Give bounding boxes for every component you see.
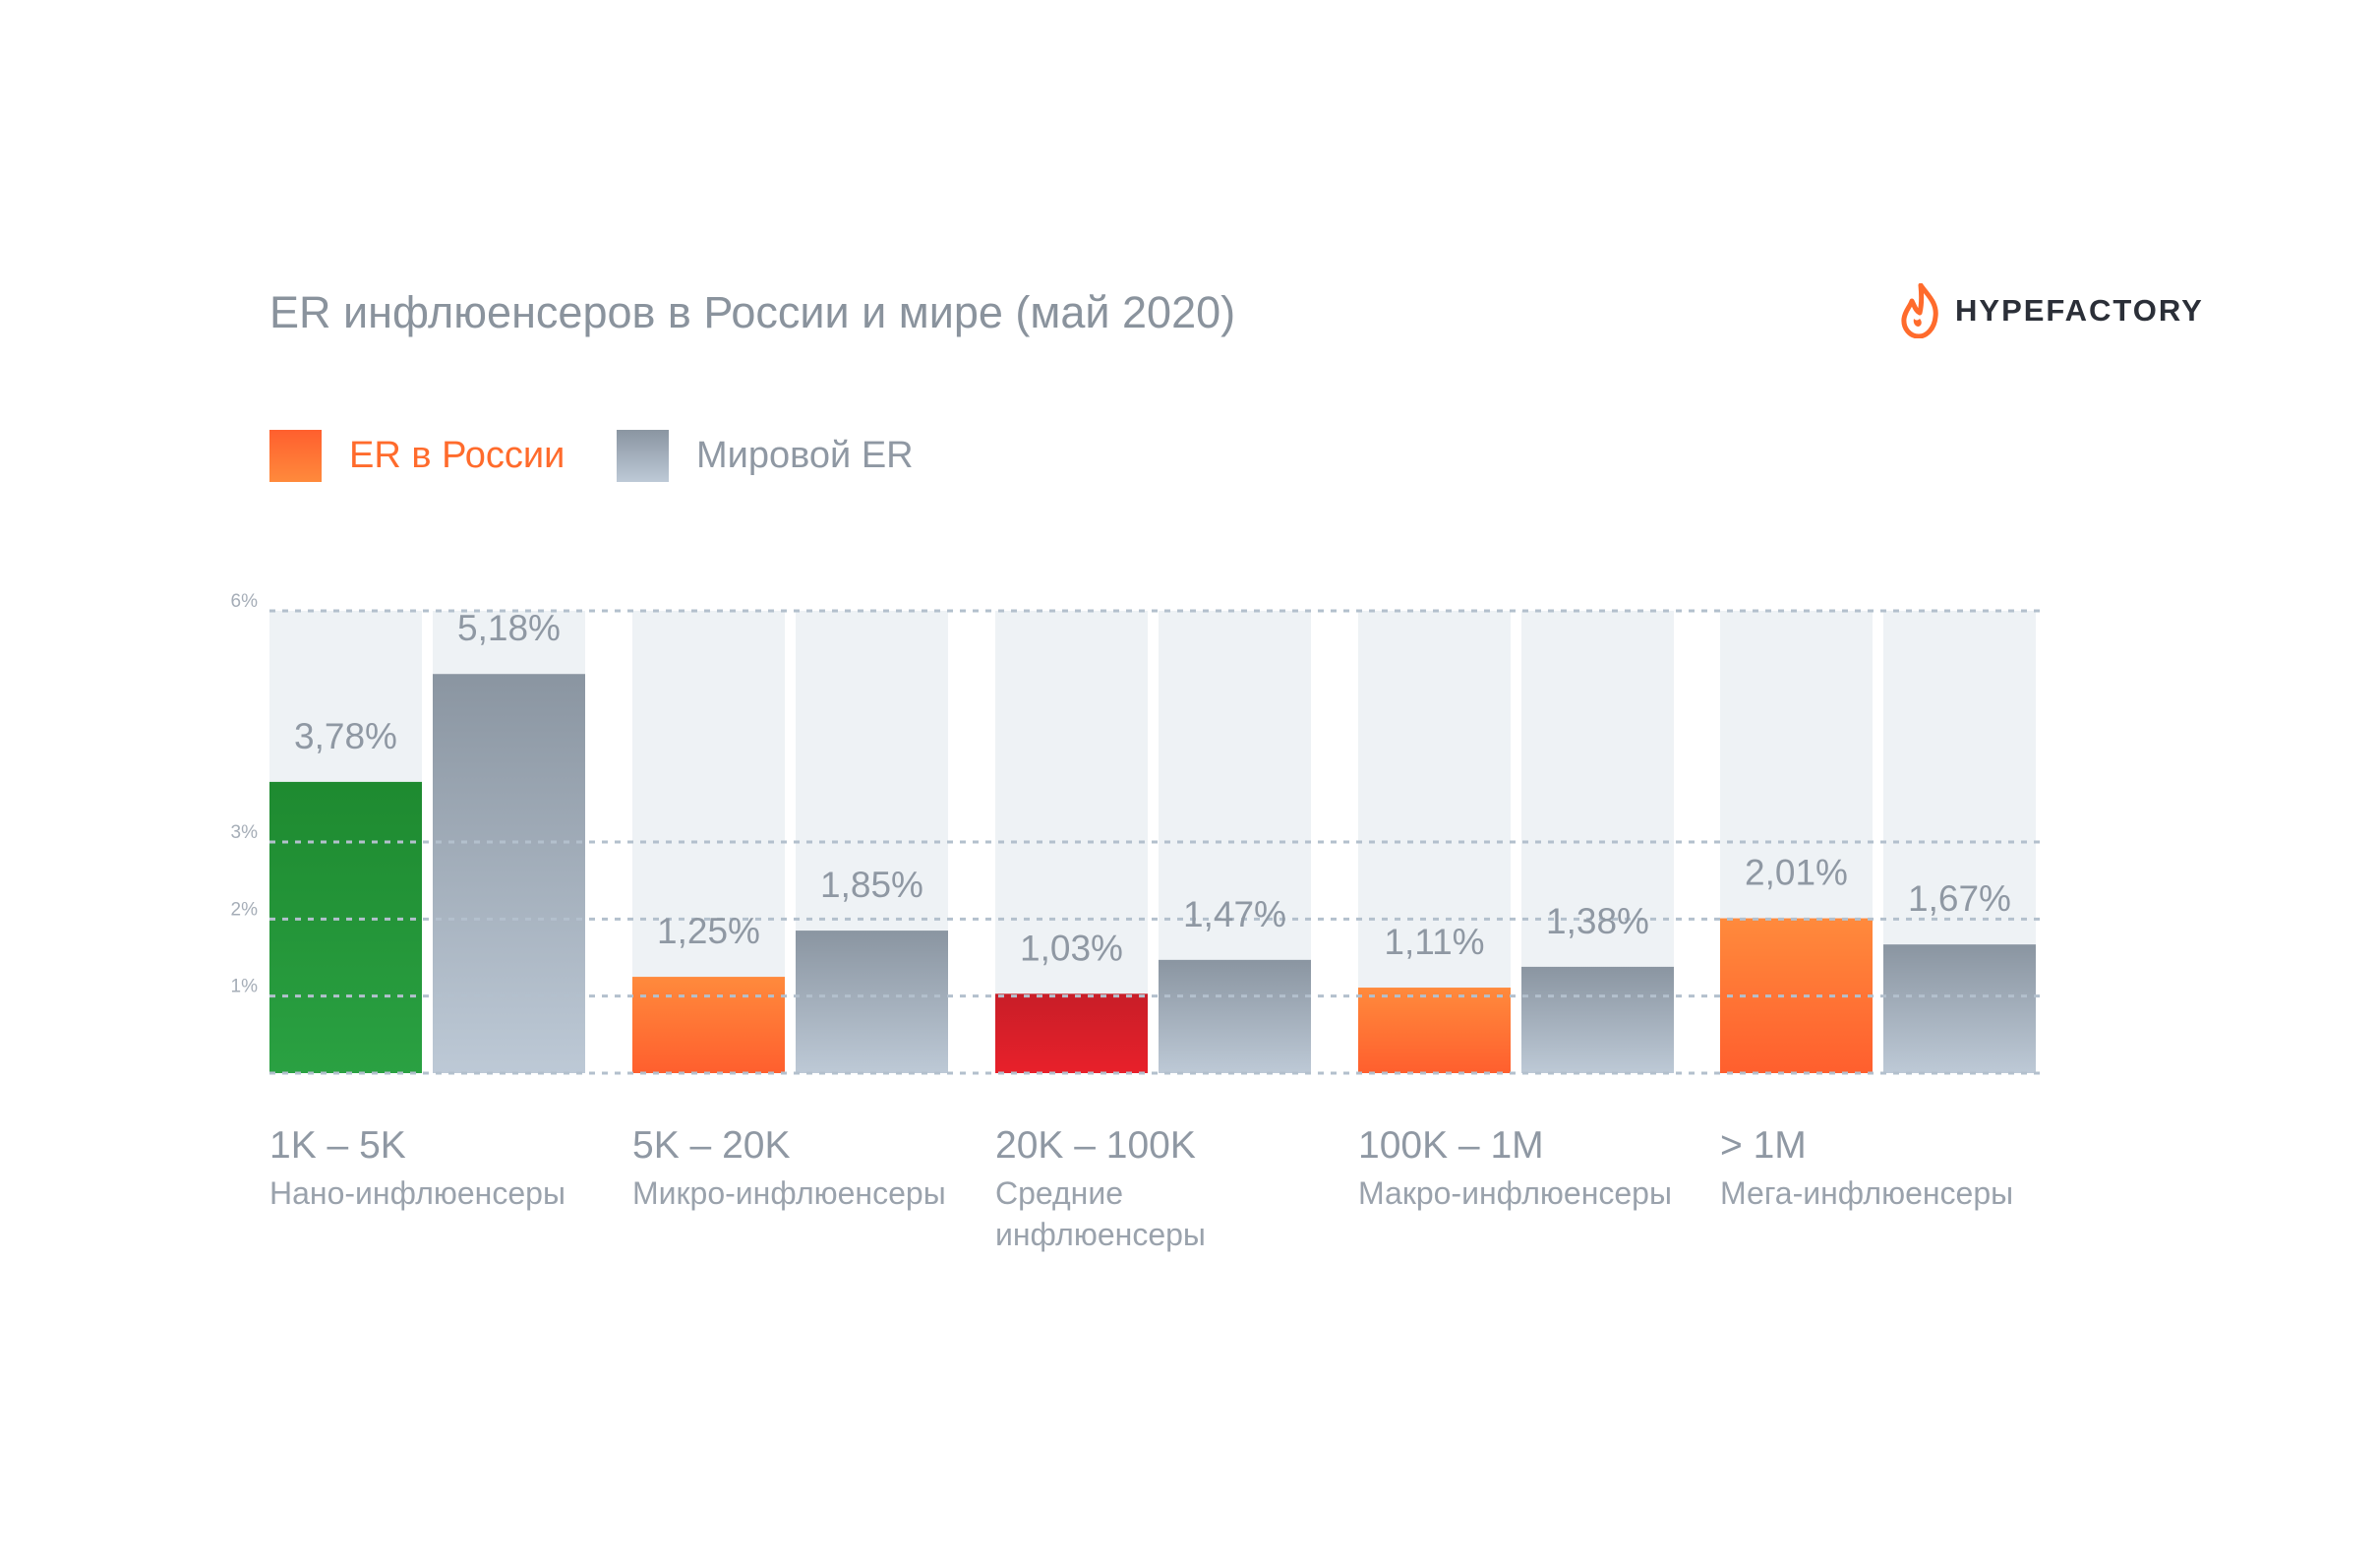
value-label: 1,11% [1384,922,1484,962]
value-label: 1,47% [1183,894,1286,934]
category-name-label: Мега-инфлюенсеры [1720,1175,2013,1211]
bar-russia [269,781,422,1073]
bar-world [1883,944,2036,1073]
flame-logo-icon [1901,283,1938,338]
value-label: 1,67% [1908,878,2011,919]
value-label: 5,18% [457,608,561,648]
legend-label-world: Мировой ER [696,435,914,476]
legend-swatch-russia [269,430,322,482]
category-range-label: > 1M [1720,1124,1807,1167]
value-label: 3,78% [294,716,397,756]
brand-logo: HYPEFACTORY [1900,283,2204,338]
value-label: 2,01% [1745,853,1848,893]
category-range-label: 100K – 1M [1358,1124,1544,1167]
legend-label-russia: ER в России [349,435,565,476]
category-name-label: инфлюенсеры [995,1217,1206,1252]
category-name-label: Макро-инфлюенсеры [1358,1175,1672,1211]
y-tick-label: 3% [231,822,259,843]
category-name-label: Нано-инфлюенсеры [269,1175,565,1211]
bar-world [433,674,585,1073]
legend-swatch-world [617,430,669,482]
bar-russia [995,993,1148,1073]
legend-item-russia: ER в России [269,430,565,482]
y-tick-label: 6% [231,591,259,612]
value-label: 1,38% [1546,901,1649,941]
value-label: 1,85% [820,865,923,905]
chart-title: ER инфлюенсеров в России и мире (май 202… [269,287,1236,337]
y-tick-label: 2% [231,899,259,920]
bar-russia [632,977,785,1073]
category-range-label: 20K – 100K [995,1124,1196,1167]
bar-world [1159,959,1311,1073]
category-name-label: Микро-инфлюенсеры [632,1175,946,1211]
bar-russia [1358,988,1511,1073]
bar-world [796,931,948,1073]
value-label: 1,03% [1020,928,1123,968]
bar-world [1521,966,1674,1073]
y-tick-label: 1% [231,977,259,997]
category-range-label: 1K – 5K [269,1124,406,1167]
category-name-label: Средние [995,1175,1123,1211]
legend-item-world: Мировой ER [617,430,914,482]
brand-name: HYPEFACTORY [1955,293,2204,328]
value-label: 1,25% [657,911,760,951]
category-range-label: 5K – 20K [632,1124,790,1167]
